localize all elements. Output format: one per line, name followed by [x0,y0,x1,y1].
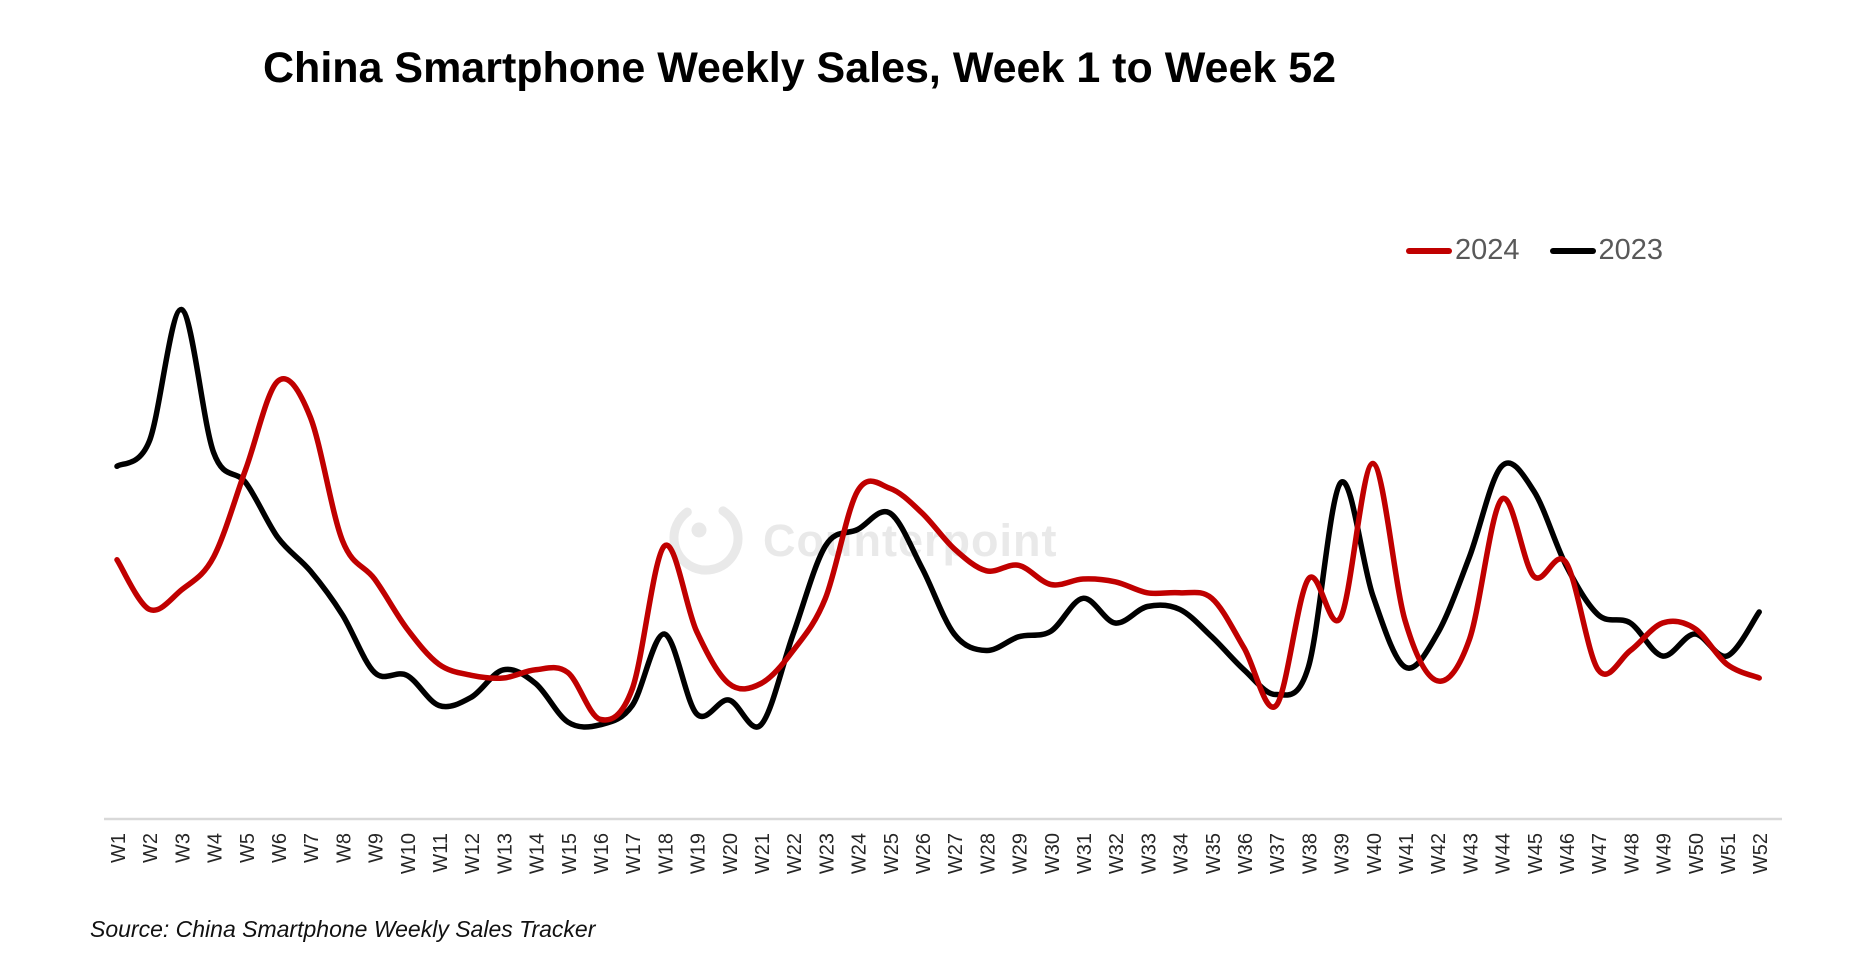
x-axis-label: W12 [462,833,484,874]
x-axis-label: W2 [140,833,162,863]
legend-item-2024: 2024 [1406,234,1520,267]
x-axis-label: W1 [108,833,130,863]
x-axis-label: W28 [977,833,999,874]
x-axis-label: W17 [623,833,645,874]
x-axis-label: W47 [1589,833,1611,874]
x-axis-label: W33 [1138,833,1160,874]
legend-swatch-2024-icon [1406,247,1452,254]
x-axis-label: W23 [816,833,838,874]
x-axis-label: W5 [237,833,259,863]
x-axis-label: W22 [784,833,806,874]
x-axis-label: W40 [1364,833,1386,874]
x-axis-label: W11 [430,833,452,873]
x-axis-label: W9 [366,833,388,863]
x-axis-label: W36 [1235,833,1257,874]
x-axis-label: W29 [1010,833,1032,874]
chart-title: China Smartphone Weekly Sales, Week 1 to… [263,44,1337,92]
watermark-logo-icon [669,501,743,575]
x-axis-label: W20 [720,833,742,874]
x-axis-label: W21 [752,833,774,874]
x-axis-label: W45 [1525,833,1547,874]
x-axis-label: W39 [1332,833,1354,874]
x-axis-label: W49 [1654,833,1676,874]
x-axis-label: W31 [1074,833,1096,874]
legend-item-2023: 2023 [1549,234,1664,267]
x-axis-label: W50 [1686,833,1708,874]
x-axis-label: W26 [913,833,935,874]
source-note: Source: China Smartphone Weekly Sales Tr… [90,916,596,942]
legend-swatch-2023-icon [1549,247,1596,254]
x-axis-label: W41 [1396,833,1418,874]
x-axis-label: W35 [1203,833,1225,874]
series-2023-line [114,306,1762,730]
x-axis-label: W30 [1042,833,1064,874]
legend: 2024 2023 [1406,234,1663,267]
x-axis-label: W8 [333,833,355,863]
x-axis-label: W6 [269,833,291,863]
x-axis-label: W3 [172,833,194,863]
x-axis-label: W16 [591,833,613,874]
x-axis-label: W42 [1428,833,1450,874]
x-axis-label: W4 [205,833,227,863]
x-axis-label: W13 [494,833,516,874]
x-axis-label: W27 [945,833,967,874]
series-2024-line [114,376,1762,723]
x-axis-label: W44 [1493,833,1515,874]
x-axis-labels: W1 W2 W3 W4 W5 W6 W7 W8 W9 W10 W11 W12 W13 W14 W15 W16 W… [108,833,1772,874]
x-axis-label: W43 [1460,833,1482,874]
x-axis-label: W25 [881,833,903,874]
x-axis-label: W51 [1718,833,1740,874]
x-axis-label: W19 [688,833,710,874]
x-axis-label: W48 [1621,833,1643,874]
x-axis-label: W34 [1171,833,1193,874]
legend-label-2023: 2023 [1598,234,1664,266]
x-axis-label: W15 [559,833,581,874]
x-axis-label: W7 [301,833,323,863]
x-axis-label: W10 [398,833,420,874]
x-axis-label: W14 [527,833,549,874]
x-axis-label: W52 [1750,833,1772,874]
x-axis-label: W46 [1557,833,1579,874]
x-axis-label: W38 [1299,833,1321,874]
x-axis-label: W32 [1106,833,1128,874]
x-axis-label: W18 [655,833,677,874]
watermark-logo-dot-icon [691,522,707,538]
x-axis-label: W24 [849,833,871,874]
x-axis-label: W37 [1267,833,1289,874]
watermark: Counterpoint [669,501,1056,575]
legend-label-2024: 2024 [1455,234,1520,266]
